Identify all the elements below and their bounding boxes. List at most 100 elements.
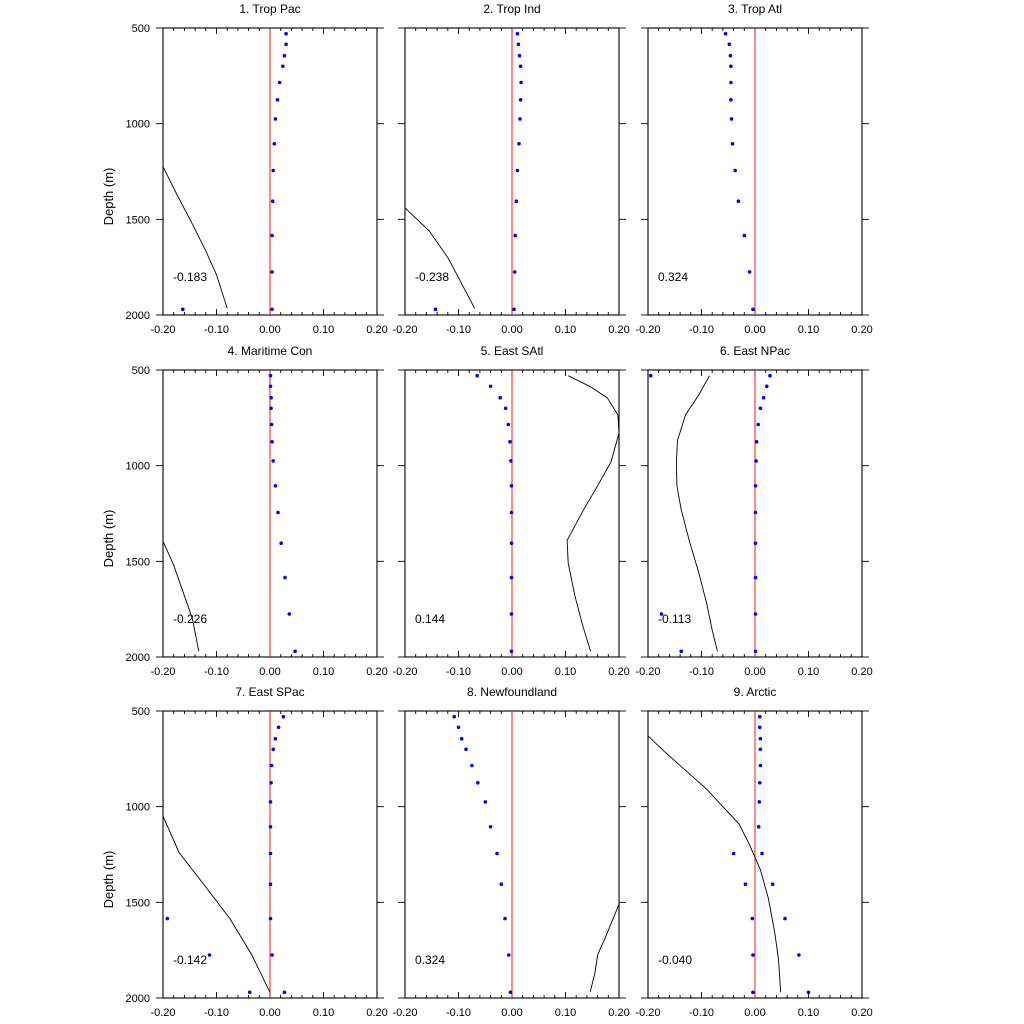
data-point	[293, 649, 297, 654]
x-tick-label: -0.20	[635, 324, 660, 336]
x-tick-label: 0.20	[851, 666, 872, 678]
data-point	[729, 98, 733, 102]
x-tick-label: 0.20	[366, 666, 387, 678]
x-tick-label: 0.20	[366, 1007, 387, 1019]
x-tick-label: -0.20	[392, 1007, 417, 1019]
panel-title: 3. Trop Atl	[728, 2, 782, 16]
x-tick-label: 0.00	[744, 666, 765, 678]
data-point	[730, 142, 735, 146]
y-tick-label: 2000	[126, 652, 150, 664]
data-point	[516, 42, 521, 47]
data-point	[269, 422, 274, 427]
data-point	[508, 990, 513, 995]
data-point	[270, 270, 274, 274]
data-point	[509, 612, 514, 616]
profile-curve	[162, 816, 271, 993]
x-tick-label: -0.20	[150, 666, 175, 678]
panel-title: 1. Trop Pac	[239, 2, 300, 16]
data-point	[499, 882, 504, 886]
data-point	[733, 168, 737, 173]
x-tick-label: -0.20	[150, 324, 175, 336]
panel-title: 8. Newfoundland	[467, 685, 557, 699]
data-point	[509, 541, 514, 545]
profile-curve	[404, 207, 475, 309]
data-point	[728, 53, 733, 58]
panel-annotation: -0.113	[658, 612, 691, 626]
data-point	[269, 781, 273, 785]
data-point	[753, 612, 758, 616]
data-point	[276, 510, 280, 515]
data-point	[806, 990, 811, 995]
data-point	[659, 612, 664, 616]
profile-curve	[162, 541, 200, 652]
y-tick-label: 1500	[126, 214, 150, 226]
data-point	[459, 736, 464, 741]
panel-annotation: 0.144	[415, 612, 445, 626]
x-tick-label: -0.20	[150, 1007, 175, 1019]
panel-6: 6. East NPac -0.113 -0.20 -0.10 0.00 0.10 0.20	[635, 344, 872, 678]
data-point	[287, 612, 292, 616]
profile-curve	[647, 735, 782, 993]
panel-title: 4. Maritime Con	[228, 344, 313, 358]
data-point	[751, 953, 755, 957]
y-tick-label: 500	[132, 706, 150, 718]
y-tick-label: 2000	[126, 310, 150, 322]
data-point	[456, 725, 461, 730]
y-tick-label: 1000	[126, 461, 150, 473]
profile-curve	[162, 166, 228, 309]
data-point	[512, 307, 516, 312]
x-tick-label: -0.20	[635, 1007, 660, 1019]
data-point	[727, 42, 732, 47]
data-point	[756, 825, 761, 829]
data-point	[269, 763, 274, 768]
x-tick-label: 0.20	[608, 1007, 629, 1019]
data-point	[508, 440, 512, 444]
data-point	[757, 800, 762, 804]
data-point	[758, 736, 763, 741]
data-point	[509, 459, 513, 463]
data-point	[165, 916, 170, 921]
data-point	[761, 395, 766, 400]
data-point	[514, 199, 519, 203]
x-tick-label: 0.00	[501, 666, 522, 678]
data-point	[758, 406, 763, 411]
data-point	[758, 781, 762, 785]
data-point	[509, 575, 514, 580]
data-point	[271, 459, 276, 463]
x-tick-label: -0.10	[204, 666, 229, 678]
x-tick-label: -0.10	[689, 324, 714, 336]
data-point	[277, 80, 282, 85]
panel-5: 5. East SAtl 0.144 -0.20 -0.10 0.00 0.10 0.20	[392, 344, 629, 678]
data-point	[758, 725, 762, 730]
data-point	[731, 851, 736, 856]
data-point	[754, 440, 759, 444]
x-tick-label: -0.10	[446, 324, 471, 336]
data-point	[747, 270, 752, 274]
data-point	[207, 953, 212, 957]
x-tick-label: 0.10	[798, 1007, 819, 1019]
data-point	[736, 199, 741, 203]
x-tick-label: 0.10	[798, 666, 819, 678]
x-tick-label: 0.20	[366, 324, 387, 336]
data-point	[513, 233, 517, 238]
x-tick-label: -0.10	[446, 666, 471, 678]
profile-curve	[566, 375, 620, 652]
data-point	[282, 53, 287, 58]
x-tick-label: -0.20	[392, 324, 417, 336]
data-point	[518, 117, 522, 121]
data-point	[268, 851, 273, 856]
data-point	[281, 64, 285, 69]
data-point	[648, 373, 653, 378]
data-point	[729, 64, 733, 69]
x-tick-label: -0.10	[204, 324, 229, 336]
x-tick-label: 0.20	[851, 1007, 872, 1019]
x-tick-label: 0.00	[259, 1007, 280, 1019]
panel-annotation: 0.324	[658, 270, 688, 284]
data-point	[495, 851, 499, 856]
data-point	[743, 882, 748, 886]
data-point	[506, 422, 511, 427]
data-point	[679, 649, 683, 654]
data-point	[754, 459, 758, 463]
data-point	[518, 98, 523, 102]
